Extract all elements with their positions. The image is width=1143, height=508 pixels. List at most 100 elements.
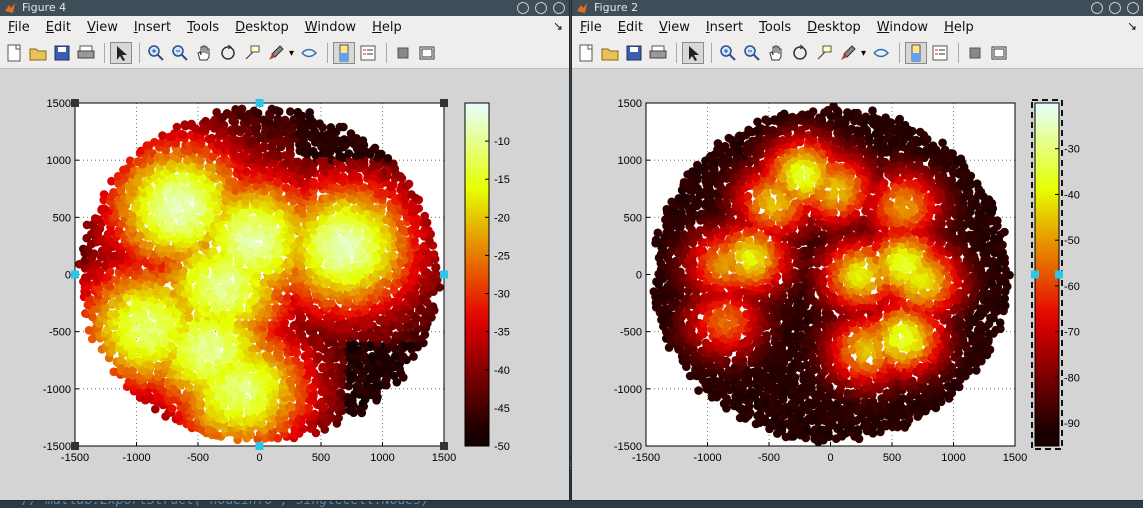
legend-button[interactable] — [929, 42, 951, 64]
hide-plot-tools-button[interactable] — [392, 42, 414, 64]
data-point — [919, 382, 928, 391]
menu-window[interactable]: Window — [876, 19, 929, 35]
maximize-button[interactable] — [535, 2, 547, 14]
chevron-down-icon[interactable]: ▾ — [289, 47, 295, 59]
figure-window-4[interactable]: Figure 4 File Edit View Insert Tools Des… — [0, 0, 569, 500]
data-point — [715, 377, 725, 386]
menu-desktop[interactable]: Desktop — [807, 19, 861, 35]
selection-handle[interactable] — [255, 442, 264, 450]
data-point — [919, 289, 928, 298]
menu-file[interactable]: File — [580, 19, 602, 35]
data-point — [310, 409, 319, 419]
title-bar[interactable]: Figure 2 — [572, 0, 1143, 16]
menu-help[interactable]: Help — [372, 19, 402, 35]
data-point — [926, 315, 935, 324]
zoom-in-button[interactable] — [717, 42, 739, 64]
close-button[interactable] — [553, 2, 565, 14]
rotate-3d-button[interactable] — [217, 42, 239, 64]
selection-handle[interactable] — [440, 270, 448, 279]
data-point — [924, 299, 934, 308]
link-plot-button[interactable] — [298, 42, 320, 64]
maximize-button[interactable] — [1109, 2, 1121, 14]
zoom-in-button[interactable] — [145, 42, 167, 64]
data-point — [223, 271, 232, 281]
close-button[interactable] — [1127, 2, 1139, 14]
link-plot-button[interactable] — [870, 42, 892, 64]
data-point — [342, 256, 352, 265]
data-point — [338, 235, 347, 245]
menu-tools[interactable]: Tools — [187, 19, 220, 35]
menu-help[interactable]: Help — [944, 19, 974, 35]
pan-button[interactable] — [193, 42, 215, 64]
selection-handle[interactable] — [71, 442, 79, 450]
open-file-button[interactable] — [599, 42, 621, 64]
menu-edit[interactable]: Edit — [45, 19, 71, 35]
colorbar-button[interactable] — [905, 42, 928, 64]
data-point — [874, 277, 884, 287]
edit-plot-button[interactable] — [682, 42, 704, 64]
data-point — [107, 176, 116, 186]
brush-button[interactable] — [265, 42, 287, 64]
new-figure-button[interactable] — [575, 42, 597, 64]
menu-window[interactable]: Window — [304, 19, 357, 35]
data-point — [790, 373, 800, 382]
colorbar[interactable] — [464, 102, 490, 447]
plot-area[interactable]: -1500 -1000 -500 0 500 1000 1500150010005000-5… — [0, 69, 569, 500]
selection-handle[interactable] — [440, 99, 448, 107]
chevron-down-icon[interactable]: ▾ — [861, 47, 867, 59]
save-button[interactable] — [51, 42, 73, 64]
show-plot-tools-button[interactable] — [988, 42, 1010, 64]
data-point — [326, 123, 336, 132]
selection-handle[interactable] — [71, 270, 79, 279]
data-point — [212, 108, 221, 117]
pan-button[interactable] — [765, 42, 787, 64]
brush-button[interactable] — [837, 42, 859, 64]
hide-plot-tools-button[interactable] — [964, 42, 986, 64]
colorbar-tick-label: -15 — [494, 174, 510, 186]
save-button[interactable] — [623, 42, 645, 64]
dock-arrow-icon[interactable]: ↘ — [1126, 19, 1137, 33]
data-point — [251, 199, 261, 208]
minimize-button[interactable] — [1091, 2, 1103, 14]
data-point — [223, 409, 233, 418]
data-point — [274, 256, 284, 266]
data-point — [333, 203, 343, 212]
data-point — [248, 215, 257, 224]
menu-insert[interactable]: Insert — [133, 19, 172, 35]
menu-insert[interactable]: Insert — [705, 19, 744, 35]
minimize-button[interactable] — [517, 2, 529, 14]
show-plot-tools-button[interactable] — [416, 42, 438, 64]
title-bar[interactable]: Figure 4 — [0, 0, 569, 16]
menu-desktop[interactable]: Desktop — [235, 19, 289, 35]
data-point — [332, 259, 342, 269]
plot-area[interactable]: -1500 -1000 -500 0 500 1000 1500150010005000-5… — [572, 69, 1143, 500]
menu-edit[interactable]: Edit — [617, 19, 643, 35]
menu-file[interactable]: File — [8, 19, 30, 35]
colorbar-button[interactable] — [333, 42, 356, 64]
data-point — [309, 177, 318, 187]
data-point — [354, 247, 363, 256]
data-point — [287, 204, 296, 213]
data-cursor-button[interactable] — [813, 42, 835, 64]
dock-arrow-icon[interactable]: ↘ — [552, 19, 563, 33]
zoom-out-button[interactable] — [169, 42, 191, 64]
menu-view[interactable]: View — [658, 19, 690, 35]
edit-plot-button[interactable] — [110, 42, 132, 64]
selection-handle[interactable] — [255, 99, 264, 107]
toolbar-separator — [139, 43, 140, 63]
figure-window-2[interactable]: Figure 2 File Edit View Insert Tools Des… — [572, 0, 1143, 500]
selection-handle[interactable] — [440, 442, 448, 450]
data-point — [658, 262, 668, 272]
print-button[interactable] — [647, 42, 669, 64]
data-cursor-button[interactable] — [241, 42, 263, 64]
menu-tools[interactable]: Tools — [759, 19, 792, 35]
rotate-3d-button[interactable] — [789, 42, 811, 64]
zoom-out-button[interactable] — [741, 42, 763, 64]
legend-button[interactable] — [357, 42, 379, 64]
print-button[interactable] — [75, 42, 97, 64]
selection-handle[interactable] — [71, 99, 79, 107]
scatter-points — [75, 104, 444, 445]
new-figure-button[interactable] — [3, 42, 25, 64]
open-file-button[interactable] — [27, 42, 49, 64]
menu-view[interactable]: View — [86, 19, 118, 35]
